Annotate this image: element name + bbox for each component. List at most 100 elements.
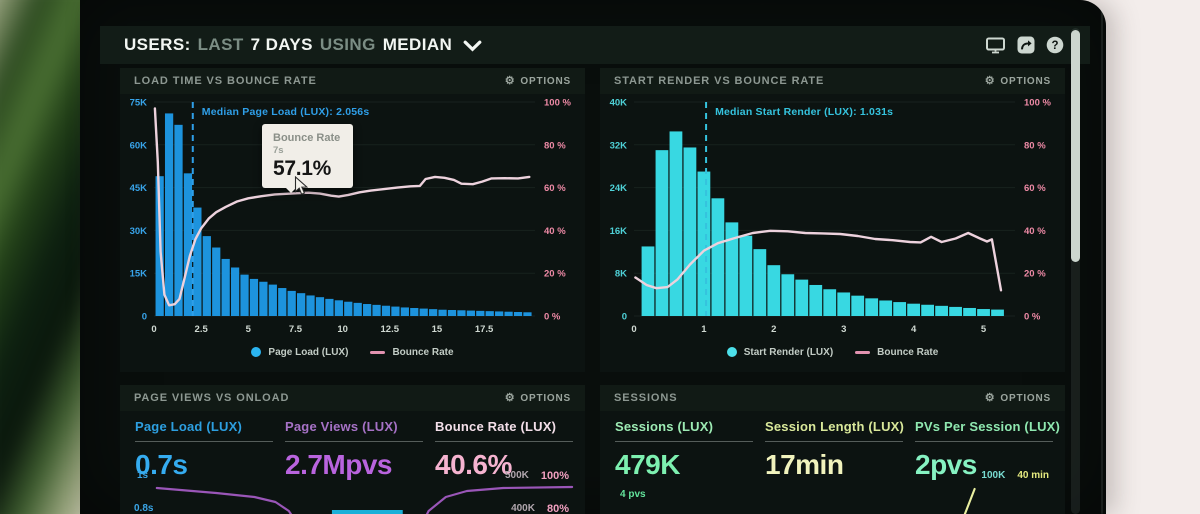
users-period-selector[interactable]: USERS: LAST 7 DAYS USING MEDIAN <box>124 35 482 55</box>
metric-label: PVs Per Session (LUX) <box>915 419 1061 434</box>
panel-header: SESSIONS ⚙ OPTIONS <box>600 385 1065 411</box>
metric-value: 2.7Mpvs <box>285 449 393 480</box>
help-icon[interactable]: ? <box>1046 36 1064 54</box>
options-button[interactable]: ⚙ OPTIONS <box>504 391 571 404</box>
legend-item-bounce-rate[interactable]: Bounce Rate <box>370 346 454 358</box>
share-icon[interactable] <box>1017 36 1035 54</box>
mini-axis-right-bottom: 400K 80% <box>511 503 569 514</box>
load-time-histogram-chart[interactable]: Median Page Load (LUX): 2.056s 75K 60K 45K 3… <box>120 94 585 340</box>
mini-axis-k: 500K <box>504 470 529 481</box>
metric-underline <box>915 441 1053 442</box>
panel-title: START RENDER VS BOUNCE RATE <box>614 75 825 87</box>
metric-page-load: Page Load (LUX) 0.7s <box>135 419 285 481</box>
panel-page-views-vs-onload: PAGE VIEWS VS ONLOAD ⚙ OPTIONS Page Load… <box>120 385 585 514</box>
chevron-down-icon[interactable] <box>463 40 482 52</box>
metric-subvalue: 4 pvs <box>620 489 646 500</box>
panel-grid: LOAD TIME VS BOUNCE RATE ⚙ OPTIONS Media… <box>120 68 1065 514</box>
metric-underline <box>765 441 903 442</box>
svg-text:75K: 75K <box>130 98 148 109</box>
legend-dot-icon <box>726 347 737 357</box>
legend-item-start-render[interactable]: Start Render (LUX) <box>726 347 833 358</box>
metric-label: Bounce Rate (LUX) <box>435 419 557 434</box>
title-last: LAST <box>197 35 244 54</box>
svg-text:20 %: 20 % <box>1024 269 1046 280</box>
metric-underline <box>615 441 753 442</box>
legend-label: Bounce Rate <box>392 346 454 358</box>
mini-axis-left-top: 1s <box>137 470 149 481</box>
metric-value: 40.6% <box>435 449 512 480</box>
legend-label: Page Load (LUX) <box>268 346 349 358</box>
title-median: MEDIAN <box>382 35 453 54</box>
metric-row: Page Load (LUX) 0.7s Page Views (LUX) 2.… <box>120 411 585 481</box>
options-label: OPTIONS <box>1000 75 1051 87</box>
svg-text:60 %: 60 % <box>1024 183 1046 194</box>
svg-text:15: 15 <box>432 324 443 335</box>
svg-text:60 %: 60 % <box>544 183 566 194</box>
metric-label: Page Load (LUX) <box>135 419 243 434</box>
title-7days: 7 DAYS <box>250 35 313 54</box>
laptop-screen: USERS: LAST 7 DAYS USING MEDIAN <box>80 0 1106 514</box>
svg-text:2: 2 <box>771 324 776 335</box>
legend-line-icon <box>370 350 386 354</box>
start-render-histogram-chart[interactable]: Median Start Render (LUX): 1.031s 40K 32K 2… <box>600 94 1065 340</box>
metric-underline <box>435 441 573 442</box>
svg-text:0: 0 <box>622 312 627 323</box>
options-button[interactable]: ⚙ OPTIONS <box>984 74 1051 87</box>
svg-text:?: ? <box>1051 40 1058 52</box>
metric-label: Session Length (LUX) <box>765 419 905 434</box>
metric-underline <box>285 441 423 442</box>
svg-text:32K: 32K <box>610 140 628 151</box>
legend-label: Bounce Rate <box>877 346 939 358</box>
panel-load-time-vs-bounce-rate: LOAD TIME VS BOUNCE RATE ⚙ OPTIONS Media… <box>120 68 585 372</box>
metric-underline <box>135 441 273 442</box>
svg-text:80 %: 80 % <box>544 140 566 151</box>
svg-text:8K: 8K <box>615 269 627 280</box>
svg-text:100 %: 100 % <box>1024 98 1051 109</box>
legend-dot-icon <box>251 347 262 357</box>
svg-text:3: 3 <box>841 324 846 335</box>
svg-text:24K: 24K <box>610 183 628 194</box>
legend-item-bounce-rate[interactable]: Bounce Rate <box>855 347 938 358</box>
metric-page-views: Page Views (LUX) 2.7Mpvs <box>285 419 435 481</box>
options-button[interactable]: ⚙ OPTIONS <box>985 392 1051 404</box>
svg-text:20 %: 20 % <box>544 269 566 280</box>
metric-value: 0.7s <box>135 449 188 480</box>
svg-text:0: 0 <box>142 312 147 323</box>
svg-text:60K: 60K <box>130 140 148 151</box>
gear-icon: ⚙ <box>504 391 516 404</box>
monitor-icon[interactable] <box>985 37 1006 54</box>
page-views-mini-chart[interactable] <box>130 479 575 514</box>
panel-header: START RENDER VS BOUNCE RATE ⚙ OPTIONS <box>600 68 1065 94</box>
svg-text:0: 0 <box>631 324 636 335</box>
mini-axis-left-bottom: 0.8s <box>134 503 154 514</box>
metric-label: Page Views (LUX) <box>285 419 398 434</box>
metric-label: Sessions (LUX) <box>615 419 714 434</box>
options-button[interactable]: ⚙ OPTIONS <box>505 75 571 87</box>
scrollbar-thumb[interactable] <box>1071 30 1080 262</box>
scrollbar[interactable] <box>1071 28 1080 514</box>
svg-text:4: 4 <box>911 324 917 335</box>
options-label: OPTIONS <box>1000 392 1051 404</box>
panel-title: SESSIONS <box>614 392 678 404</box>
toolbar: ? <box>985 36 1064 54</box>
metric-row: Sessions (LUX) 479K 4 pvs Session Length… <box>600 411 1065 500</box>
tooltip-value: 57.1% <box>273 157 332 180</box>
sessions-mini-chart[interactable] <box>610 479 1055 514</box>
metric-value: 17min <box>765 449 844 480</box>
legend-item-page-load[interactable]: Page Load (LUX) <box>251 347 348 358</box>
metric-sessions: Sessions (LUX) 479K 4 pvs <box>615 419 765 500</box>
mini-axis-min: 40 min <box>1017 470 1049 481</box>
gear-icon: ⚙ <box>984 74 996 87</box>
metric-value: 479K <box>615 449 680 480</box>
metric-pvs-per-session: PVs Per Session (LUX) 2pvs <box>915 419 1065 500</box>
svg-text:12.5: 12.5 <box>381 324 400 335</box>
svg-text:40K: 40K <box>610 98 628 109</box>
metric-session-length: Session Length (LUX) 17min <box>765 419 915 500</box>
title-using: USING <box>319 35 376 54</box>
panel-header: PAGE VIEWS VS ONLOAD ⚙ OPTIONS <box>120 385 585 411</box>
mini-axis-right-top: 100K 40 min <box>981 470 1049 481</box>
mini-axis-k: 100K <box>981 470 1006 481</box>
svg-text:80 %: 80 % <box>1024 140 1046 151</box>
svg-text:0 %: 0 % <box>544 312 561 323</box>
chart-legend: Page Load (LUX) Bounce Rate <box>120 340 585 364</box>
